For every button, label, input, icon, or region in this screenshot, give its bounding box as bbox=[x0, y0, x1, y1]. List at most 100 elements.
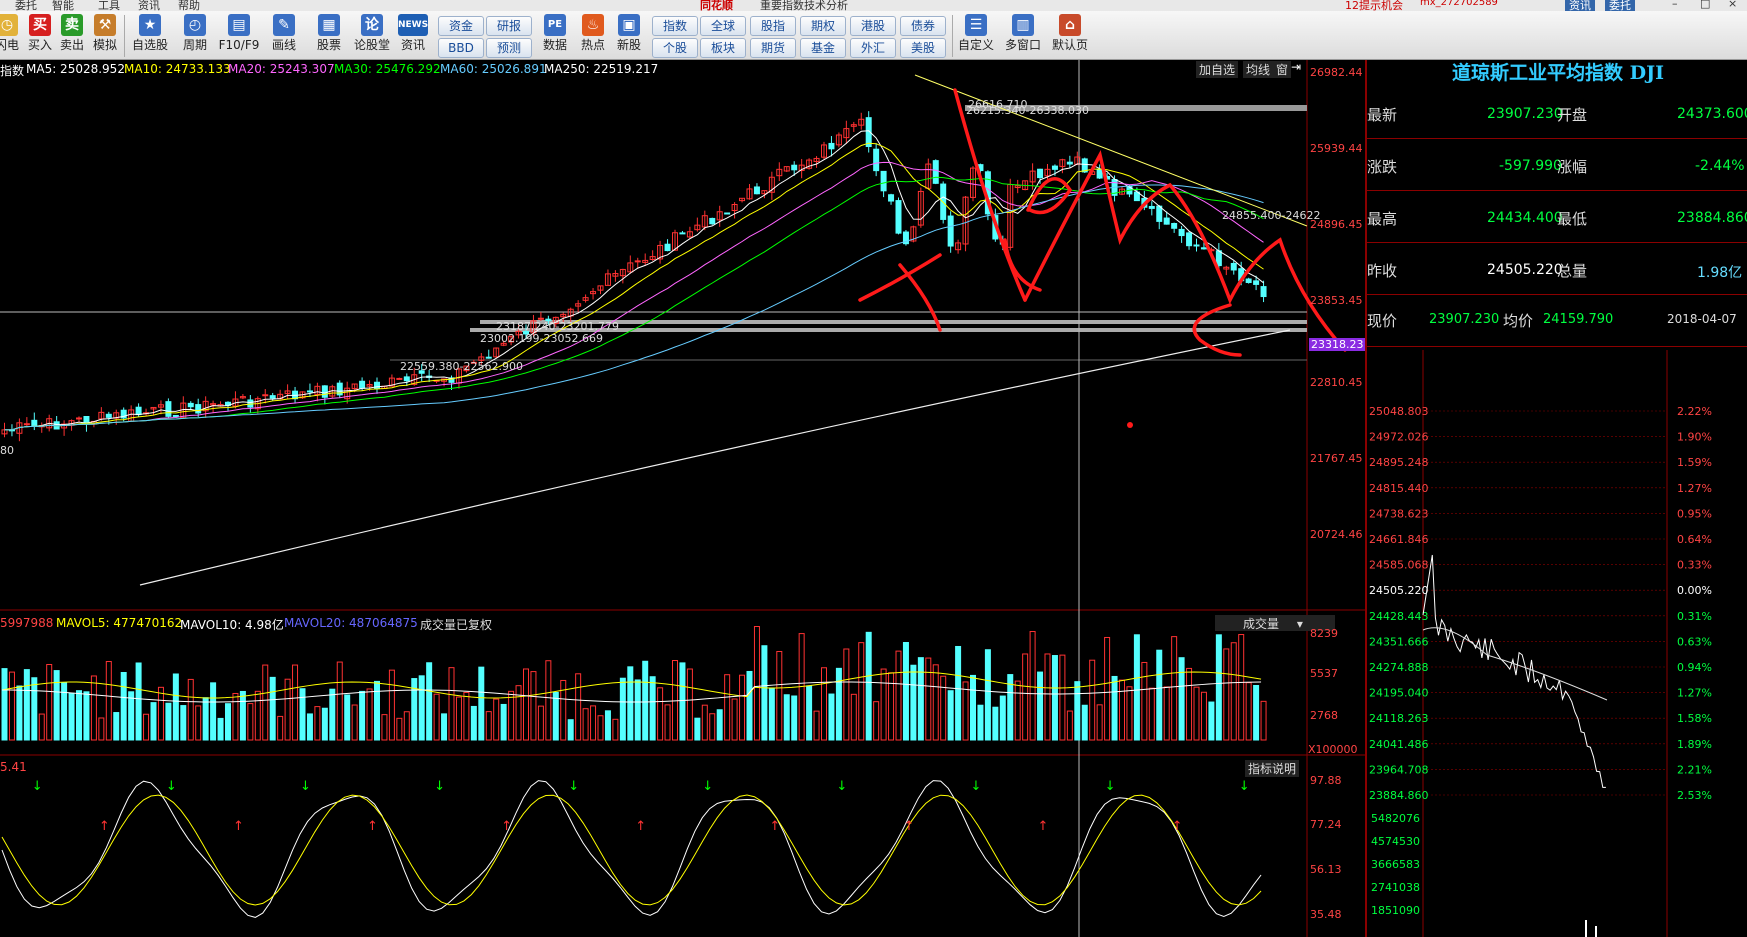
volume-bar bbox=[940, 675, 947, 741]
grid-btn-futures[interactable]: 期货 bbox=[750, 38, 796, 58]
candle-body bbox=[403, 376, 410, 382]
grid-btn-forex[interactable]: 外汇 bbox=[850, 38, 896, 58]
forum-button[interactable]: 论 论股堂 bbox=[352, 14, 392, 58]
grid-btn-options[interactable]: 期权 bbox=[800, 16, 846, 36]
data-button[interactable]: PE 数据 bbox=[537, 14, 573, 58]
clock-icon: ◷ bbox=[0, 14, 18, 36]
volume-bar bbox=[999, 695, 1006, 741]
volume-bar bbox=[68, 692, 75, 741]
home-button[interactable]: ⌂ 默认页 bbox=[1048, 14, 1092, 58]
candle-body bbox=[508, 335, 515, 343]
minimize-icon[interactable]: – bbox=[1672, 0, 1678, 10]
intraday-chart[interactable]: 25048.803 2.22% 24972.026 1.90% 24895.248 1.5… bbox=[1367, 60, 1747, 937]
trade-header-button[interactable]: 委托 bbox=[1605, 0, 1635, 11]
sell-button[interactable]: 卖 卖出 bbox=[55, 14, 89, 58]
mavol20-readout: MAVOL20: 487064875 bbox=[284, 616, 418, 630]
price-axis-label: 24896.45 bbox=[1310, 218, 1363, 231]
news-button[interactable]: NEWS 资讯 bbox=[394, 14, 432, 58]
grid-btn-hk[interactable]: 港股 bbox=[850, 16, 896, 36]
flash-button[interactable]: ◷ 闪电 bbox=[0, 14, 24, 58]
candle-body bbox=[262, 394, 269, 397]
volume-bar bbox=[746, 670, 753, 741]
candle-body bbox=[657, 244, 664, 260]
close-icon[interactable]: × bbox=[1728, 0, 1738, 10]
chart-canvas[interactable]: ↓ ↑ ↓ ↑ ↓ ↑ ↓ ↑ ↓ ↑ ↓ ↑ ↓ ↑ ↓ ↑ ↓ ↑ ↓ bbox=[0, 60, 1365, 937]
candle-body bbox=[902, 231, 909, 245]
intraday-percent-label: 1.59% bbox=[1677, 456, 1712, 469]
signal-arrow: ↓ bbox=[568, 779, 579, 794]
menu-smart[interactable]: 智能 bbox=[52, 0, 74, 11]
volume-bar bbox=[455, 696, 462, 741]
intraday-percent-label: 1.27% bbox=[1677, 687, 1712, 700]
stock-button[interactable]: ▦ 股票 bbox=[309, 14, 349, 58]
grid-btn-bond[interactable]: 债券 bbox=[900, 16, 946, 36]
volume-bar bbox=[947, 690, 954, 741]
add-watchlist-button[interactable]: 加自选 bbox=[1196, 61, 1239, 78]
pe-icon: PE bbox=[544, 14, 566, 36]
f10-button[interactable]: ▤ F10/F9 bbox=[218, 14, 260, 58]
grid-btn-forecast[interactable]: 预测 bbox=[486, 38, 532, 58]
grid-btn-single-stock[interactable]: 个股 bbox=[652, 38, 698, 58]
candle-body bbox=[1223, 266, 1230, 270]
volume-bar bbox=[46, 664, 53, 741]
period-button[interactable]: ◴ 周期 bbox=[175, 14, 215, 58]
grid-btn-funds[interactable]: 基金 bbox=[800, 38, 846, 58]
volume-bar bbox=[672, 660, 678, 741]
volume-bar bbox=[31, 677, 38, 741]
window-button[interactable]: 窗 bbox=[1273, 61, 1292, 78]
index-title: 道琼斯工业平均指数 DJI bbox=[1452, 62, 1664, 84]
signal-arrow: ↓ bbox=[166, 779, 177, 794]
volume-bar bbox=[709, 713, 716, 741]
indicator-help-button[interactable]: 指标说明 bbox=[1245, 760, 1300, 777]
news-header-button[interactable]: 资讯 bbox=[1565, 0, 1595, 11]
candle-body bbox=[448, 377, 455, 383]
multi-window-button[interactable]: ▥ 多窗口 bbox=[1001, 14, 1045, 58]
menu-trade[interactable]: 委托 bbox=[15, 0, 37, 11]
candle-body bbox=[739, 197, 746, 202]
clock-cycle-icon: ◴ bbox=[184, 14, 206, 36]
kline-chart-panel[interactable]: ↓ ↑ ↓ ↑ ↓ ↑ ↓ ↑ ↓ ↑ ↓ ↑ ↓ ↑ ↓ ↑ ↓ ↑ ↓ 指数 MA5: 25028.952 MA… bbox=[0, 60, 1366, 937]
candle-body bbox=[962, 196, 969, 245]
ind-axis-label: 56.13 bbox=[1310, 863, 1342, 876]
hand-drawn-dot bbox=[1127, 422, 1133, 428]
watchlist-button[interactable]: ★ 自选股 bbox=[130, 14, 170, 58]
grid-btn-research[interactable]: 研报 bbox=[486, 16, 532, 36]
simulate-button[interactable]: ⚒ 模拟 bbox=[88, 14, 122, 58]
signal-arrow: ↑ bbox=[1172, 819, 1183, 834]
buy-button[interactable]: 买 买入 bbox=[23, 14, 57, 58]
new-stock-button[interactable]: ▣ 新股 bbox=[611, 14, 647, 58]
grid-btn-stock-index[interactable]: 股指 bbox=[750, 16, 796, 36]
user-name[interactable]: mx_272702589 bbox=[1420, 0, 1498, 8]
vol-adjusted-note: 成交量已复权 bbox=[420, 618, 493, 632]
grid-btn-us-stocks[interactable]: 美股 bbox=[900, 38, 946, 58]
grid-btn-sector[interactable]: 板块 bbox=[700, 38, 746, 58]
grid-btn-fund[interactable]: 资金 bbox=[438, 16, 484, 36]
grid-btn-global[interactable]: 全球 bbox=[700, 16, 746, 36]
menu-news[interactable]: 资讯 bbox=[138, 0, 160, 11]
candle-body bbox=[873, 148, 880, 172]
candle-body bbox=[1200, 247, 1207, 250]
menu-help[interactable]: 帮助 bbox=[178, 0, 200, 11]
volume-bar bbox=[582, 708, 589, 741]
grid-btn-bbd[interactable]: BBD bbox=[438, 38, 484, 58]
volume-bar bbox=[590, 705, 597, 741]
hot-button[interactable]: ♨ 热点 bbox=[575, 14, 611, 58]
menu-tools[interactable]: 工具 bbox=[98, 0, 120, 11]
volume-bar bbox=[150, 702, 157, 741]
volume-dropdown[interactable]: 成交量 ▾ bbox=[1215, 615, 1335, 631]
grid-btn-index[interactable]: 指数 bbox=[652, 16, 698, 36]
ma-toggle-button[interactable]: 均线 bbox=[1243, 61, 1274, 78]
tip-link[interactable]: 12提示机会 bbox=[1345, 0, 1403, 11]
hand-drawn-stroke bbox=[1023, 150, 1347, 352]
intraday-price-label: 25048.803 bbox=[1369, 405, 1429, 418]
custom-button[interactable]: ☰ 自定义 bbox=[955, 14, 997, 58]
pin-icon[interactable]: ⇥ bbox=[1291, 60, 1302, 74]
intraday-price-label: 24585.068 bbox=[1369, 559, 1429, 572]
draw-line-button[interactable]: ✎ 画线 bbox=[264, 14, 304, 58]
volume-bar bbox=[23, 669, 30, 741]
volume-bar bbox=[254, 690, 261, 741]
signal-arrow: ↓ bbox=[434, 779, 445, 794]
candle-body bbox=[374, 381, 380, 390]
volume-bar bbox=[90, 675, 97, 741]
maximize-icon[interactable]: □ bbox=[1700, 0, 1711, 10]
